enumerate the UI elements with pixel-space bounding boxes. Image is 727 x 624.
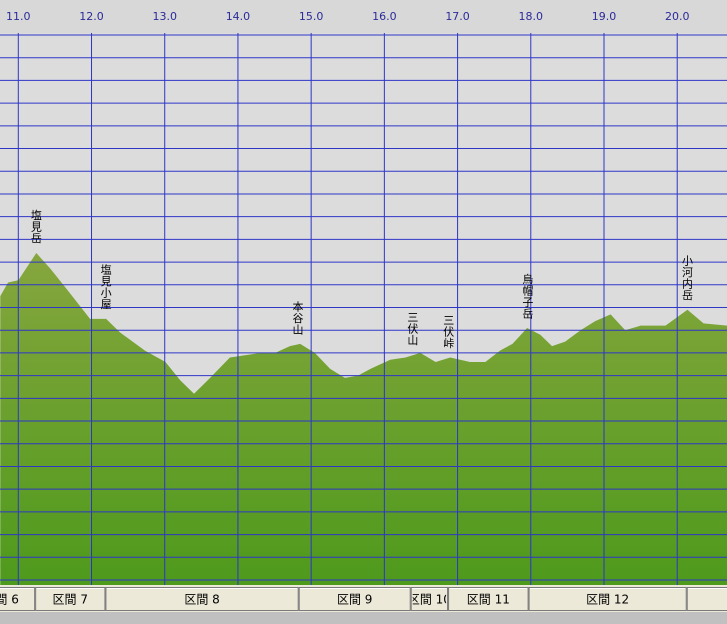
section-button <box>528 587 687 611</box>
section-label: 区間 6 <box>0 593 19 607</box>
peak-label: 本谷山 <box>292 299 303 336</box>
x-tick-label: 19.0 <box>592 10 617 23</box>
section-button <box>448 587 529 611</box>
x-tick-label: 11.0 <box>6 10 31 23</box>
x-tick-label: 13.0 <box>152 10 177 23</box>
x-tick-label: 16.0 <box>372 10 397 23</box>
section-label: 区間 12 <box>586 593 629 607</box>
elevation-area <box>0 253 727 585</box>
peak-label: 三伏山 <box>407 311 418 347</box>
x-tick-label: 14.0 <box>226 10 251 23</box>
x-tick-label: 15.0 <box>299 10 324 23</box>
peak-label: 烏帽子岳 <box>522 272 533 321</box>
x-tick-label: 17.0 <box>445 10 470 23</box>
peak-label: 小河内岳 <box>682 254 693 302</box>
section-button <box>0 587 36 611</box>
section-button <box>410 587 449 611</box>
x-tick-label: 20.0 <box>665 10 690 23</box>
section-button <box>35 587 106 611</box>
section-label: 区間 11 <box>467 593 510 607</box>
section-label: 区間 9 <box>337 593 372 607</box>
axis-band <box>0 0 727 33</box>
section-label: 区間 10 <box>408 593 451 607</box>
x-tick-label: 12.0 <box>79 10 104 23</box>
peak-label: 塩見岳 <box>31 208 42 245</box>
peak-label: 三伏峠 <box>443 314 454 350</box>
section-label: 区間 8 <box>184 593 219 607</box>
section-button <box>298 587 411 611</box>
section-label: 区間 7 <box>53 593 88 607</box>
x-tick-label: 18.0 <box>519 10 544 23</box>
peak-label: 塩見小屋 <box>101 262 112 311</box>
bottom-strip <box>0 612 727 624</box>
section-button <box>105 587 299 611</box>
section-button <box>686 587 727 611</box>
